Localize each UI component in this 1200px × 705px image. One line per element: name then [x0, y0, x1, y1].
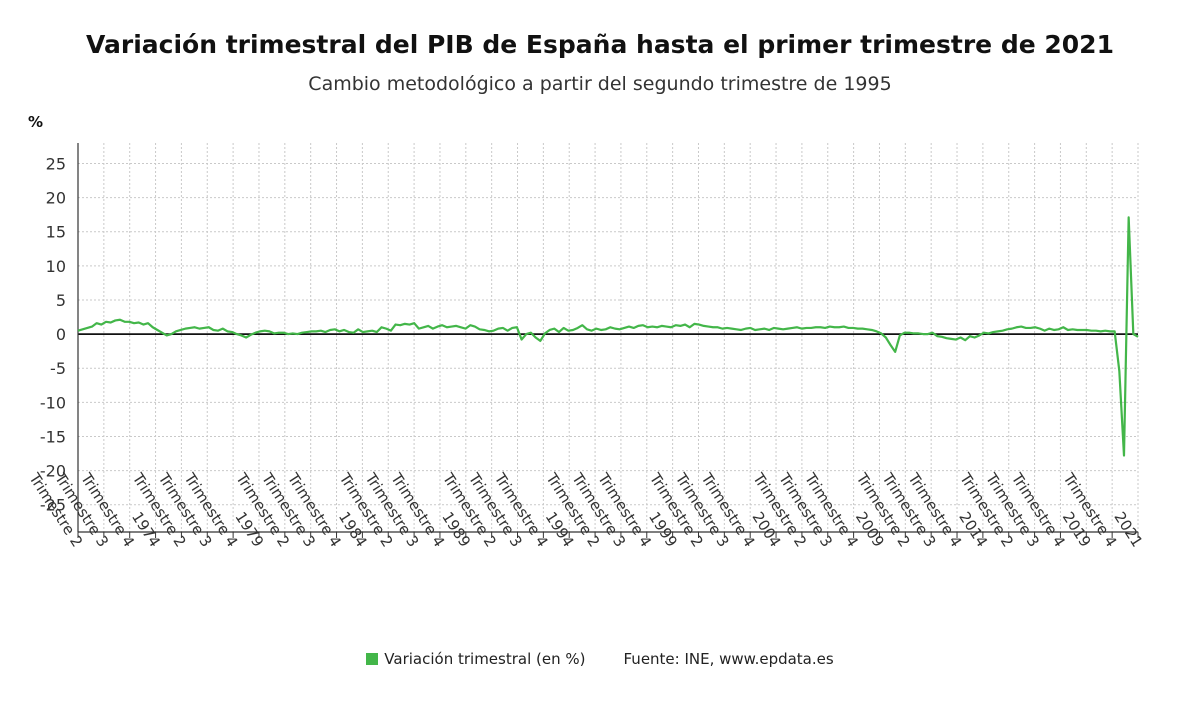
chart-title: Variación trimestral del PIB de España h… — [86, 30, 1114, 59]
y-tick-label: 20 — [46, 189, 66, 208]
y-axis-unit-label: % — [28, 113, 43, 131]
y-tick-label: 5 — [56, 291, 66, 310]
y-tick-label: 10 — [46, 257, 66, 276]
y-tick-label: -25 — [40, 496, 66, 515]
legend-swatch — [366, 653, 379, 665]
y-tick-label: 0 — [56, 325, 66, 344]
series-line — [77, 216, 1139, 457]
legend-series-label: Variación trimestral (en %) — [384, 650, 586, 668]
chart-subtitle: Cambio metodológico a partir del segundo… — [308, 73, 892, 95]
y-axis: 25 20 15 10 5 0 -5 -10 -15 -20 -25 — [40, 143, 79, 532]
y-tick-label: -20 — [40, 462, 66, 481]
y-tick-label: -10 — [40, 393, 66, 412]
y-tick-label: -5 — [50, 359, 66, 378]
y-tick-label: 15 — [46, 223, 66, 242]
legend: Variación trimestral (en %) Fuente: INE, … — [0, 650, 1200, 668]
source-note: Fuente: INE, www.epdata.es — [623, 650, 834, 668]
series-lines — [77, 216, 1139, 457]
x-tick-label: 2021 — [1110, 508, 1146, 550]
y-tick-label: 25 — [46, 154, 66, 173]
y-tick-label: -15 — [40, 427, 66, 446]
